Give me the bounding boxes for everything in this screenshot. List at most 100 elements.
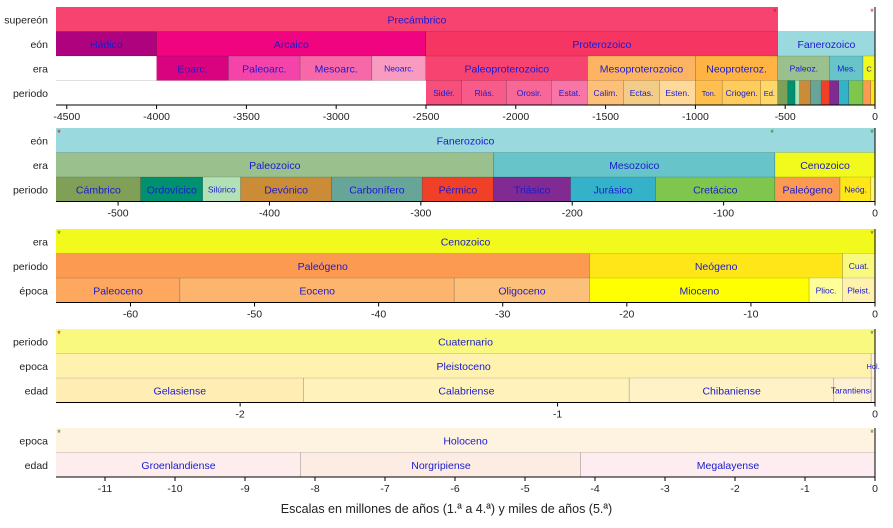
segment-blank — [777, 7, 875, 32]
segment-label: Jurásico — [594, 184, 633, 196]
segment-sil-rico — [202, 177, 241, 202]
boundary-marker: * — [773, 7, 777, 17]
segment-blank — [863, 80, 871, 105]
segment-mioceno — [589, 278, 810, 303]
segment-blank — [848, 80, 864, 105]
segment-blank — [838, 80, 849, 105]
segment-label: Mesoarc. — [315, 63, 358, 75]
segment-oligoceno — [454, 278, 590, 303]
segment-holoceno — [56, 428, 875, 453]
axis-tick-label: -20 — [619, 309, 634, 321]
segment-estat — [551, 80, 588, 105]
row-label: periodo — [13, 184, 48, 196]
segment-tarantiense — [834, 378, 872, 403]
segment-c-mbrico — [56, 177, 141, 202]
segment-neoarc — [372, 56, 426, 81]
segment-label: Pérmico — [439, 184, 478, 196]
segment-label: Paleozoico — [249, 160, 301, 172]
segment-label: Ectas. — [630, 88, 654, 98]
segment-label: Estat. — [559, 88, 581, 98]
row-label: eón — [30, 135, 48, 147]
axis-tick-label: -40 — [371, 309, 386, 321]
boundary-marker: * — [870, 128, 874, 138]
axis-tick-label: -4500 — [53, 111, 80, 123]
segment-calabriense — [303, 378, 630, 403]
axis-tick-label: -300 — [410, 208, 431, 220]
segment-jur-sico — [570, 177, 656, 202]
segment-pale-geno — [56, 253, 590, 278]
boundary-marker: * — [57, 229, 61, 239]
segment-label: Eoceno — [299, 285, 335, 297]
segment-cuaternario — [56, 329, 875, 354]
panel-phanerozoic: eón Fanerozoico era Paleozoico Mesozoico Ceno… — [13, 128, 878, 220]
row-label: epoca — [19, 435, 48, 447]
row-label: periodo — [13, 336, 48, 348]
segment-label: Paleoz. — [790, 63, 818, 73]
scale-caption: Escalas en millones de años (1.ª a 4.ª) … — [280, 502, 613, 516]
axis-tick-label: -500 — [108, 208, 129, 220]
segment-label: Tarantiense — [831, 385, 875, 395]
panel-quaternary: periodo Cuaternario epoca Pleistoceno Hol. ed… — [13, 329, 880, 421]
segment-label: Oligoceno — [498, 285, 545, 297]
segment-blank — [871, 177, 875, 202]
segment-dev-nico — [240, 177, 332, 202]
axis-tick-label: -1500 — [592, 111, 619, 123]
segment-ed — [760, 80, 778, 105]
segment-ne-geno — [589, 253, 843, 278]
boundary-marker: * — [57, 128, 61, 138]
axis-tick-label: -8 — [310, 483, 319, 495]
segment-blank — [787, 80, 796, 105]
axis-tick-label: 0 — [872, 309, 878, 321]
axis-tick-label: -2 — [235, 409, 244, 421]
segment-mesozoico — [493, 152, 776, 177]
segment-label: Neoarc. — [384, 63, 414, 73]
row-label: era — [33, 160, 48, 172]
segment-chibaniense — [629, 378, 835, 403]
segment-label: Orosir. — [517, 88, 542, 98]
axis-tick-label: -6 — [450, 483, 459, 495]
segment-blank — [56, 80, 426, 105]
axis-tick-label: -3500 — [233, 111, 260, 123]
segment-label: Holoceno — [443, 435, 488, 447]
segment-label: Proterozoico — [572, 39, 631, 51]
segment-label: Mesoproterozoico — [600, 63, 684, 75]
segment-label: Cuaternario — [438, 336, 493, 348]
segment-blank — [777, 80, 788, 105]
segment-prec-mbrico — [56, 7, 778, 32]
boundary-marker: * — [870, 229, 874, 239]
segment-p-rmico — [422, 177, 494, 202]
segment-label: Pleist. — [847, 285, 870, 295]
panel-holocene: epoca Holoceno edad Groenlandiense Norgripie… — [19, 428, 878, 495]
segment-gelasiense — [56, 378, 304, 403]
axis-tick-label: -60 — [123, 309, 138, 321]
axis-tick-label: 0 — [872, 483, 878, 495]
segment-cret-cico — [655, 177, 776, 202]
segment-label: Cuat. — [849, 261, 869, 271]
segment-label: Hádico — [90, 39, 123, 51]
row-label: edad — [25, 460, 49, 472]
segment-label: Fanerozoico — [798, 39, 856, 51]
segment-paleozoico — [56, 152, 494, 177]
axis-tick-label: -3 — [660, 483, 669, 495]
segment-megalayense — [581, 452, 875, 477]
segment-blank — [56, 56, 157, 81]
axis-tick-label: -2500 — [413, 111, 440, 123]
segment-label: Triásico — [514, 184, 551, 196]
segment-arcaico — [156, 31, 426, 56]
segment-pleistoceno — [56, 353, 872, 378]
axis-tick-label: -400 — [259, 208, 280, 220]
segment-blank — [870, 80, 875, 105]
segment-paleoceno — [56, 278, 181, 303]
segment-label: Sidér. — [433, 88, 455, 98]
segment-blank — [810, 80, 822, 105]
segment-blank — [829, 80, 839, 105]
segment-label: Pleistoceno — [436, 361, 490, 373]
row-label: eón — [30, 39, 48, 51]
segment-fanerozoico — [56, 128, 875, 153]
segment-label: C — [866, 64, 872, 73]
axis-tick-label: -7 — [380, 483, 389, 495]
boundary-marker: * — [870, 7, 874, 17]
segment-ton — [695, 80, 723, 105]
segment-calim — [587, 80, 624, 105]
